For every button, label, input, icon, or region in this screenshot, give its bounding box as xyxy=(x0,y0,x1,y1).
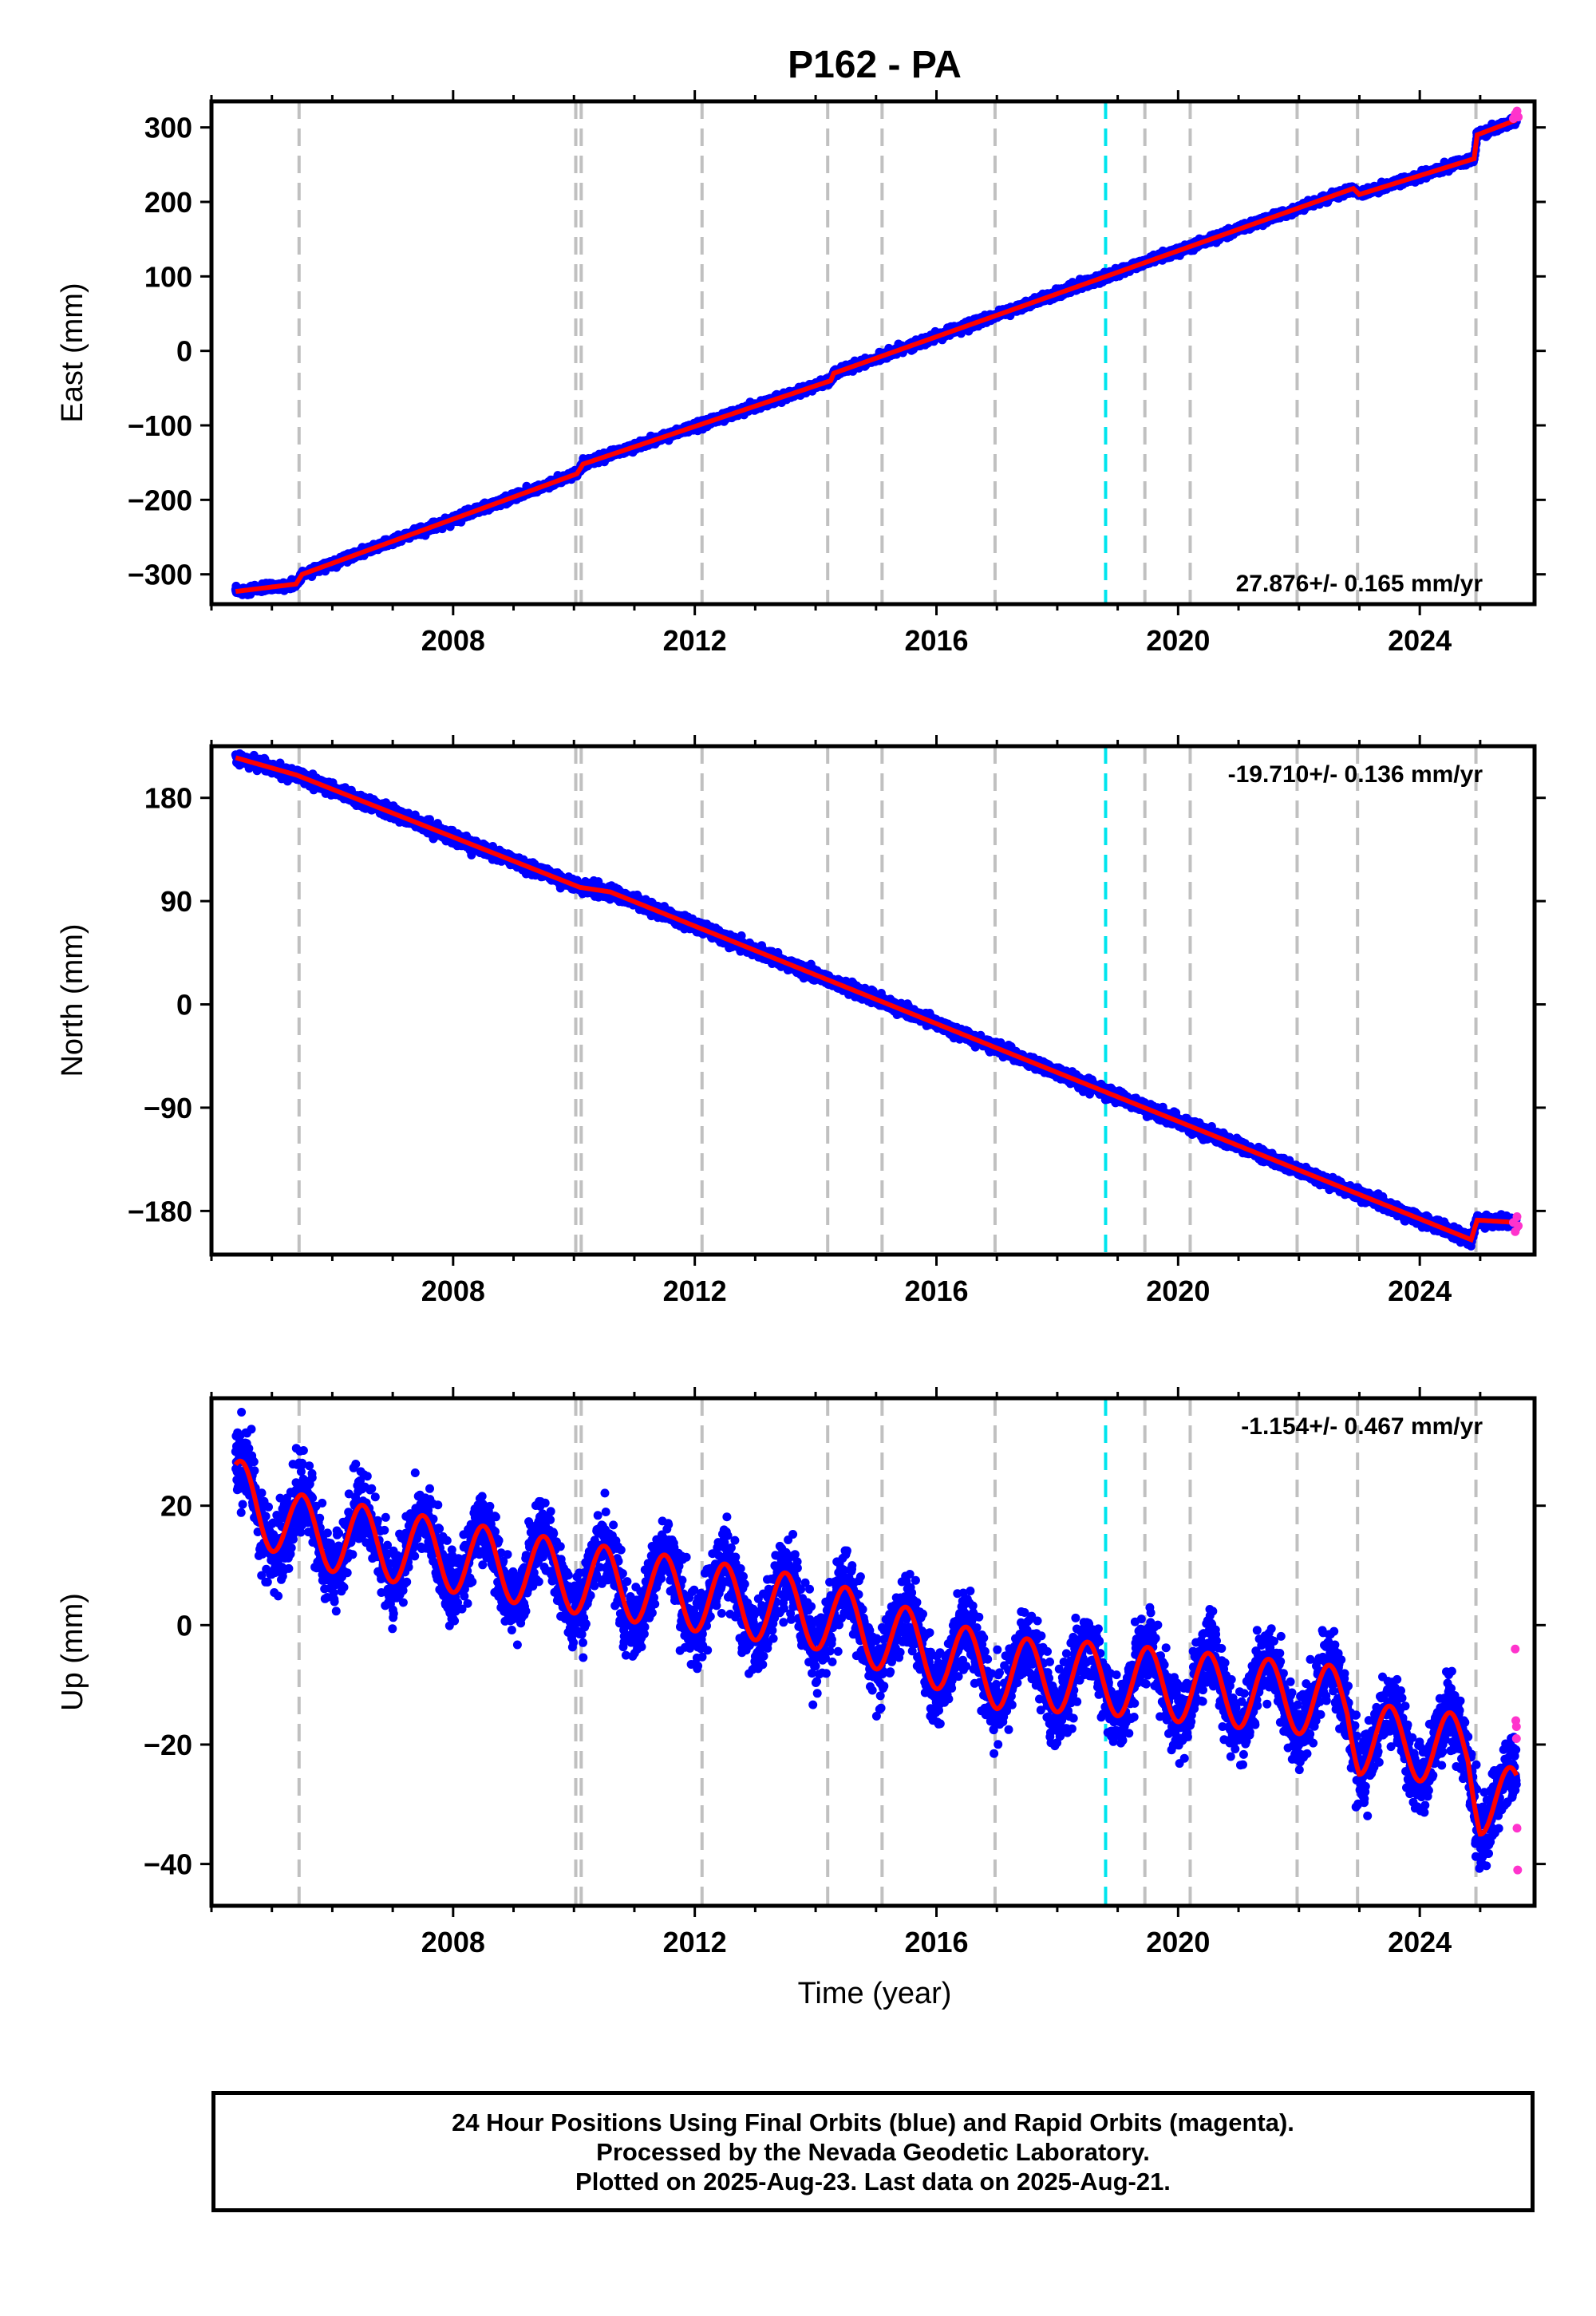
chart-title: P162 - PA xyxy=(788,44,962,86)
east-panel: 2008 2012 2016 2020 2024−300−200−10001002003… xyxy=(56,90,1546,657)
